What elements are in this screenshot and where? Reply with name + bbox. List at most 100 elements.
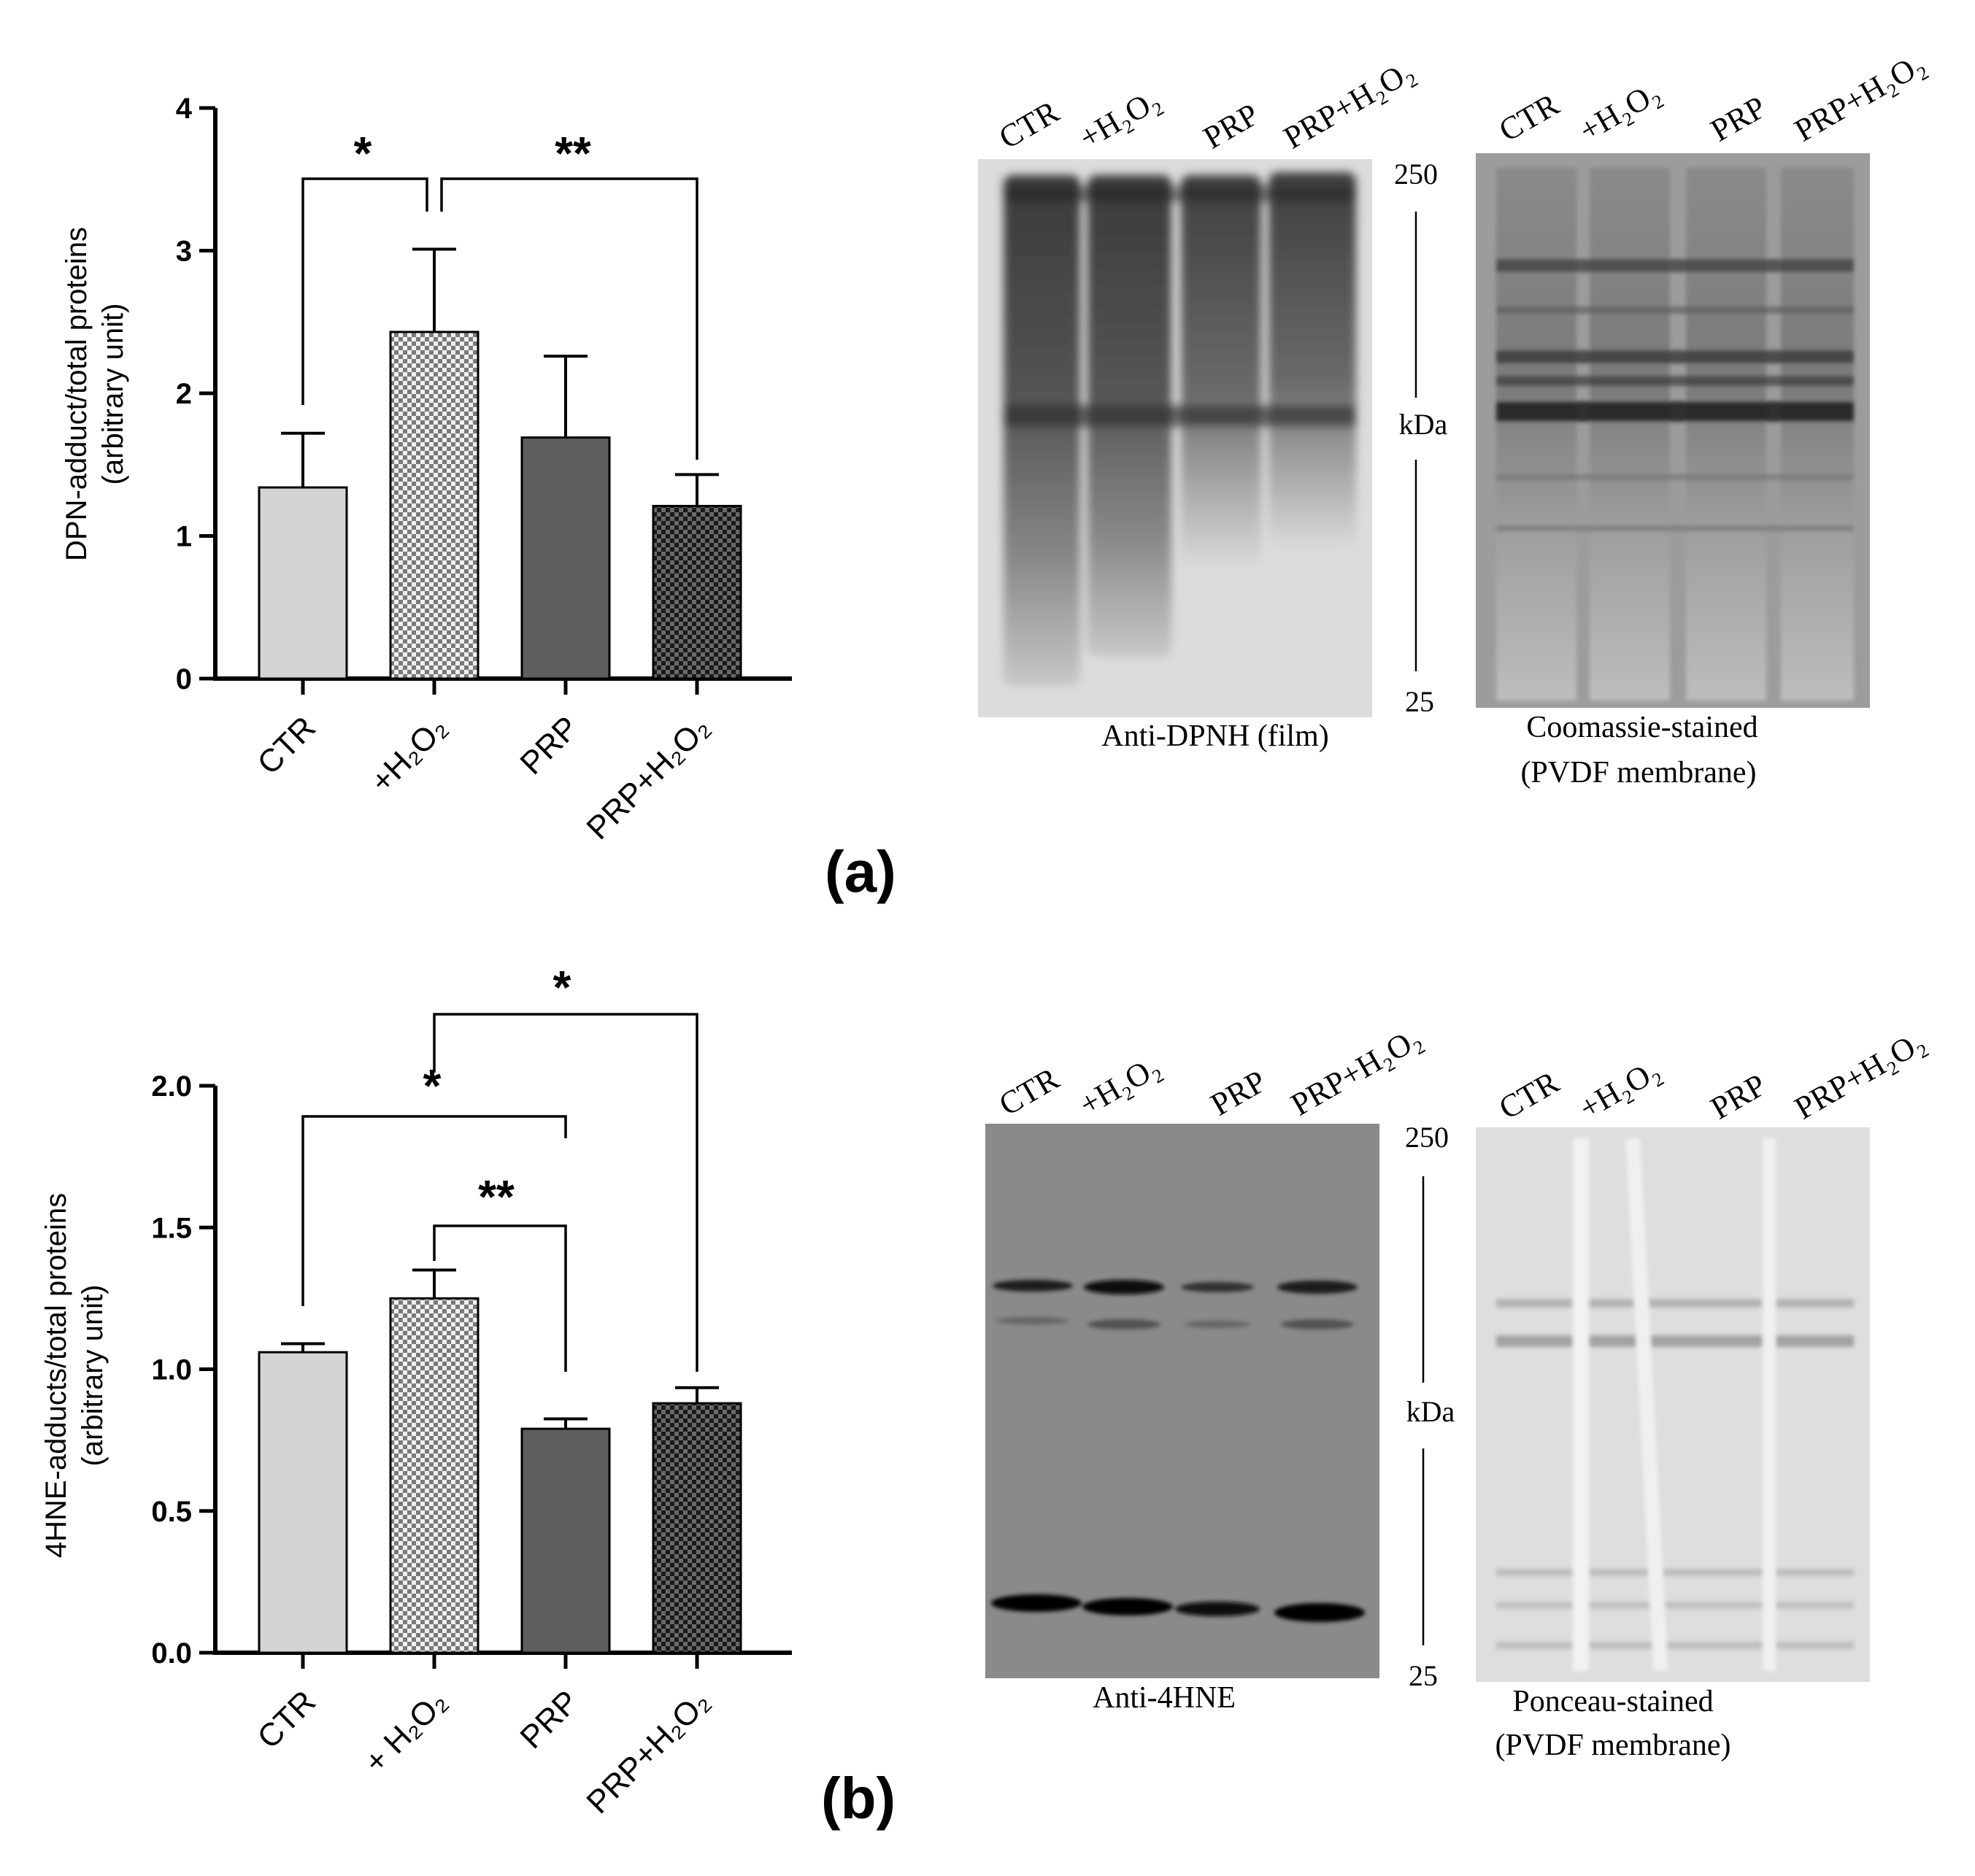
chart-a-bars — [258, 331, 742, 680]
lane-label-3: PRP+H₂O₂ — [1285, 1020, 1428, 1123]
chart-b-y-label-line1: 4HNE-adducts/total proteins — [40, 1193, 72, 1558]
lane-label-3: PRP+H₂O₂ — [1278, 53, 1420, 156]
significance-star-0: * — [553, 961, 571, 1014]
lane-label-0: CTR — [993, 1060, 1066, 1123]
significance-star-0: * — [354, 127, 372, 180]
error-bar-2 — [544, 355, 588, 438]
error-bar-2 — [544, 1417, 588, 1429]
y-tick-label: 1 — [176, 521, 192, 553]
bar-1 — [389, 1297, 480, 1654]
y-tick-label: 1.0 — [151, 1354, 192, 1386]
significance-bracket-0 — [433, 1013, 698, 1372]
error-bar-1 — [412, 247, 456, 332]
lane-label-3: PRP+H₂O₂ — [1789, 1024, 1931, 1127]
y-tick-label: 2.0 — [151, 1070, 192, 1103]
blot-ponceau: CTR +H₂O₂ PRP PRP+H₂O₂ Ponceau-stained (PVD… — [1476, 1024, 1931, 1762]
blot-coomassie: CTR +H₂O₂ PRP PRP+H₂O₂ Coomassie-stained (P… — [1476, 46, 1931, 790]
lane-label-1: +H₂O₂ — [1074, 1049, 1167, 1123]
blot-anti-4hne-membrane — [985, 1124, 1379, 1678]
panel-label-b: (b) — [821, 1766, 896, 1831]
lane-label-1: +H₂O₂ — [1574, 1052, 1667, 1127]
chart-b-y-ticks: 0.0 0.5 1.0 1.5 2.0 — [151, 1070, 215, 1670]
blot-coomassie-lanes — [1496, 168, 1854, 700]
significance-bracket-2 — [433, 1224, 567, 1372]
significance-star-2: ** — [478, 1170, 515, 1223]
significance-bracket-1 — [301, 1115, 567, 1306]
chart-a-error-bars — [281, 247, 719, 506]
marker-b-250: 250 — [1405, 1121, 1449, 1154]
lane-label-3: PRP+H₂O₂ — [1789, 46, 1931, 149]
error-bar-1 — [412, 1268, 456, 1299]
y-tick-label: 4 — [176, 93, 193, 125]
chart-b-significance: **** — [301, 961, 698, 1372]
y-tick-label: 0 — [176, 663, 192, 695]
y-tick-label: 0.0 — [151, 1637, 192, 1670]
category-label-3: PRP+H₂O₂ — [580, 1683, 717, 1821]
chart-a-y-label-line2: (arbitrary unit) — [97, 304, 129, 485]
marker-b-kda: kDa — [1406, 1395, 1455, 1428]
lane-label-1: +H₂O₂ — [1574, 74, 1667, 149]
bar-2 — [520, 1427, 611, 1654]
blot-coomassie-caption-line1: Coomassie-stained — [1526, 711, 1758, 744]
marker-b-25: 25 — [1409, 1659, 1438, 1692]
marker-scale-b: 250 kDa 25 — [1405, 1121, 1455, 1692]
blot-ponceau-caption-line1: Ponceau-stained — [1512, 1685, 1713, 1718]
significance-star-1: * — [423, 1059, 442, 1112]
bar-1 — [389, 331, 480, 680]
chart-a-y-ticks: 0 1 2 3 4 — [176, 93, 215, 695]
chart-b-error-bars — [281, 1268, 719, 1429]
blot-anti-dpnh: CTR +H₂O₂ PRP PRP+H₂O₂ Anti-DPNH (film) — [978, 53, 1420, 753]
category-label-0: CTR — [250, 1683, 323, 1756]
lane-label-2: PRP — [1205, 1063, 1272, 1123]
y-tick-label: 2 — [176, 378, 192, 410]
bar-3 — [652, 1402, 742, 1654]
blot-anti-4hne: CTR +H₂O₂ PRP PRP+H₂O₂ Anti-4HNE — [985, 1020, 1428, 1715]
lane-label-2: PRP — [1198, 96, 1265, 156]
blot-ponceau-lanes — [1496, 1138, 1854, 1671]
blot-ponceau-caption-line2: (PVDF membrane) — [1495, 1729, 1730, 1762]
blot-anti-4hne-caption: Anti-4HNE — [1093, 1681, 1236, 1715]
category-label-0: CTR — [250, 709, 323, 781]
panel-label-a: (a) — [825, 839, 896, 904]
marker-a-25: 25 — [1405, 685, 1434, 718]
bar-0 — [258, 486, 348, 680]
y-tick-label: 0.5 — [151, 1496, 192, 1528]
significance-star-1: ** — [555, 127, 591, 180]
chart-a-y-label: DPN-adduct/total proteins (arbitrary uni… — [61, 227, 129, 561]
bar-2 — [520, 436, 611, 680]
y-tick-label: 3 — [176, 236, 192, 268]
blot-coomassie-lane-labels: CTR +H₂O₂ PRP PRP+H₂O₂ — [1493, 46, 1931, 149]
lane-label-2: PRP — [1705, 89, 1772, 149]
chart-b-bars — [258, 1297, 742, 1654]
category-label-3: PRP+H₂O₂ — [580, 709, 717, 846]
significance-bracket-1 — [440, 177, 698, 460]
blot-coomassie-caption-line2: (PVDF membrane) — [1520, 756, 1756, 790]
chart-a-significance: * ** — [301, 127, 698, 460]
lane-label-2: PRP — [1705, 1067, 1772, 1127]
chart-b-y-label: 4HNE-adducts/total proteins (arbitrary u… — [40, 1193, 109, 1558]
blot-ponceau-lane-labels: CTR +H₂O₂ PRP PRP+H₂O₂ — [1493, 1024, 1931, 1127]
blot-anti-dpnh-lanes — [1004, 172, 1356, 686]
category-label-2: PRP — [513, 709, 585, 781]
error-bar-3 — [675, 473, 719, 506]
marker-a-kda: kDa — [1399, 408, 1448, 441]
category-label-1: + H₂O₂ — [358, 1683, 454, 1780]
bar-0 — [258, 1351, 348, 1654]
blot-anti-4hne-lane-labels: CTR +H₂O₂ PRP PRP+H₂O₂ — [993, 1020, 1428, 1123]
marker-scale-a: 250 kDa 25 — [1394, 158, 1448, 718]
bar-3 — [652, 504, 742, 680]
significance-bracket-0 — [301, 177, 428, 405]
category-label-1: +H₂O₂ — [363, 709, 454, 800]
chart-b-y-label-line2: (arbitrary unit) — [77, 1285, 109, 1467]
error-bar-0 — [281, 431, 325, 488]
marker-a-250: 250 — [1394, 158, 1438, 190]
error-bar-3 — [675, 1386, 719, 1404]
error-bar-0 — [281, 1342, 325, 1353]
lane-label-0: CTR — [1493, 1064, 1566, 1127]
blot-anti-dpnh-caption: Anti-DPNH (film) — [1101, 719, 1328, 753]
